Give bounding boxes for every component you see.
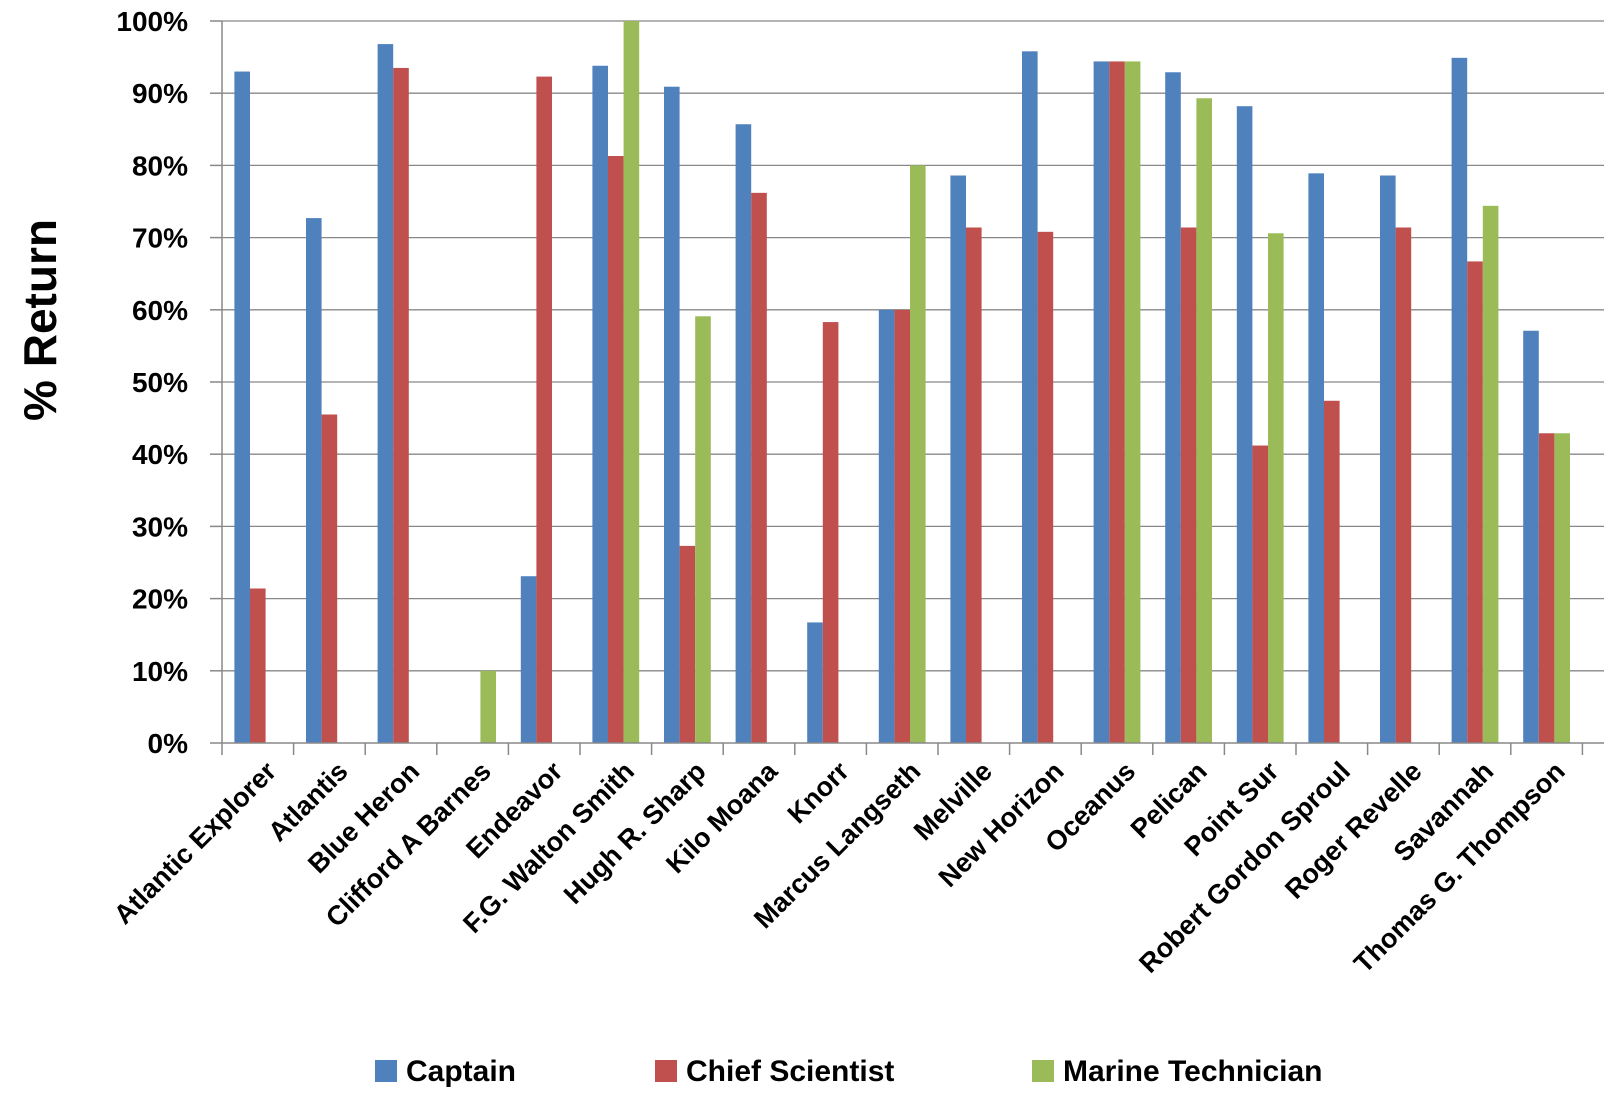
bar-captain (592, 65, 608, 744)
bar-chief-scientist (894, 309, 910, 743)
y-tick-label: 0% (148, 728, 189, 759)
legend-swatch (655, 1060, 677, 1082)
bar-chief-scientist (1109, 61, 1125, 743)
bar-marine-technician (480, 670, 496, 743)
bar-chief-scientist (321, 414, 338, 743)
y-tick-labels: 0% 10% 20% 30% 40% 50% 60% 70% 80% 90% 100% (116, 6, 222, 759)
bar-chief-scientist (751, 192, 767, 743)
y-tick-label: 50% (132, 367, 188, 398)
y-tick-label: 100% (116, 6, 188, 37)
bar-captain (377, 44, 394, 743)
bar-captain (1451, 57, 1468, 743)
bar-chief-scientist (608, 156, 624, 743)
bar-marine-technician (623, 21, 640, 743)
bar-captain (664, 86, 680, 743)
bar-chief-scientist (1252, 445, 1268, 743)
bar-marine-technician (1196, 98, 1212, 743)
bar-captain (878, 309, 895, 743)
bar-captain (520, 576, 537, 743)
y-tick-label: 20% (132, 584, 188, 615)
y-tick-label: 10% (132, 656, 188, 687)
bar-marine-technician (1482, 205, 1499, 743)
bar-chief-scientist (1180, 227, 1197, 743)
bar-marine-technician (910, 165, 926, 743)
bar-captain (234, 71, 250, 744)
bar-captain (735, 124, 752, 744)
legend-label: Chief Scientist (686, 1055, 894, 1088)
bar-chief-scientist (1538, 433, 1555, 743)
bar-marine-technician (1268, 233, 1284, 743)
bar-chief-scientist (1395, 227, 1412, 743)
legend-swatch (1032, 1060, 1054, 1082)
legend-label: Captain (406, 1055, 516, 1088)
bar-chief-scientist (250, 588, 266, 743)
bar-marine-technician (1124, 61, 1141, 743)
bar-chief-scientist (822, 322, 839, 743)
bar-chief-scientist (679, 545, 696, 743)
bar-captain (1380, 175, 1396, 743)
bar-marine-technician (695, 316, 711, 743)
legend: Captain Chief Scientist Marine Technician (375, 1055, 1323, 1088)
bar-chief-scientist (966, 227, 982, 743)
y-tick-label: 70% (132, 223, 188, 254)
bar-chief-scientist (1467, 261, 1483, 743)
bar-chief-scientist (393, 67, 409, 744)
legend-label: Marine Technician (1063, 1055, 1323, 1088)
y-axis-label: % Return (14, 219, 66, 421)
x-tick-label: Atlantic Explorer (108, 756, 282, 930)
bar-captain (1093, 61, 1110, 743)
x-tick-label: New Horizon (933, 756, 1070, 893)
bar-captain (1308, 173, 1324, 744)
bar-chief-scientist (1324, 400, 1340, 743)
bar-captain (306, 218, 322, 743)
y-tick-label: 60% (132, 295, 188, 326)
legend-swatch (375, 1060, 397, 1082)
bar-captain (1523, 330, 1539, 743)
bar-chief-scientist (1037, 231, 1054, 743)
y-tick-label: 80% (132, 150, 188, 181)
bar-captain (1165, 72, 1181, 743)
bar-marine-technician (1554, 433, 1570, 743)
bar-captain (950, 175, 966, 743)
bars (234, 21, 1570, 744)
y-tick-label: 40% (132, 439, 188, 470)
bar-chief-scientist (536, 76, 552, 744)
bar-captain (1236, 106, 1253, 744)
y-tick-label: 30% (132, 511, 188, 542)
y-tick-label: 90% (132, 78, 188, 109)
bar-captain (1022, 51, 1038, 744)
bar-captain (807, 622, 823, 743)
